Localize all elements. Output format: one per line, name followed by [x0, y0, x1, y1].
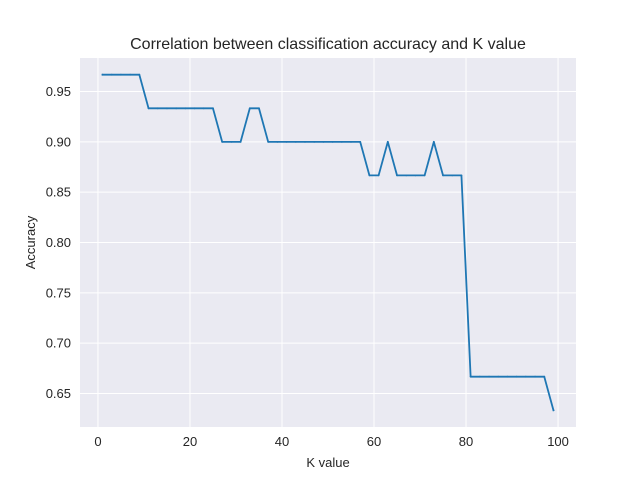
y-axis-label: Accuracy	[23, 215, 38, 269]
y-tick-label: 0.75	[46, 285, 71, 300]
data-point	[129, 73, 132, 76]
y-tick-label: 0.90	[46, 134, 71, 149]
x-tick-label: 40	[275, 434, 289, 449]
data-point	[469, 375, 472, 378]
data-point	[193, 107, 196, 110]
data-point	[478, 375, 481, 378]
x-tick-labels: 0 20 40 60 80 100	[94, 434, 569, 449]
data-point	[423, 174, 426, 177]
data-point	[184, 107, 187, 110]
data-point	[166, 107, 168, 110]
chart-title: Correlation between classification accur…	[130, 36, 526, 53]
data-point	[340, 140, 343, 143]
y-grid-lines	[80, 91, 576, 394]
data-point	[147, 107, 150, 110]
data-point	[294, 140, 297, 143]
data-point	[386, 140, 389, 143]
data-point	[460, 174, 463, 177]
accuracy-series-line	[101, 73, 555, 412]
x-tick-label: 60	[367, 434, 381, 449]
x-tick-label: 20	[183, 434, 197, 449]
data-point	[248, 107, 251, 110]
data-point	[359, 140, 362, 143]
y-tick-labels: 0.65 0.70 0.75 0.80 0.85 0.90 0.95	[46, 84, 71, 401]
data-point	[101, 73, 104, 76]
data-point	[313, 140, 316, 143]
data-point	[276, 140, 279, 143]
x-tick-label: 80	[459, 434, 473, 449]
y-tick-label: 0.80	[46, 235, 71, 250]
data-point	[488, 375, 490, 378]
data-point	[331, 140, 334, 143]
y-tick-label: 0.85	[46, 185, 71, 200]
data-point	[230, 140, 233, 143]
x-axis-label: K value	[306, 455, 349, 470]
data-point	[414, 174, 417, 177]
data-point	[221, 140, 224, 143]
data-point	[497, 375, 500, 378]
y-tick-label: 0.65	[46, 386, 71, 401]
x-tick-label: 100	[547, 434, 569, 449]
data-point	[304, 140, 306, 143]
data-point	[350, 140, 352, 143]
data-point	[368, 174, 371, 177]
data-point	[524, 375, 527, 378]
data-point	[432, 140, 435, 143]
data-point	[239, 140, 242, 143]
data-point	[506, 375, 509, 378]
data-point	[110, 73, 113, 76]
x-tick-label: 0	[94, 434, 101, 449]
data-point	[442, 174, 444, 177]
data-point	[156, 107, 159, 110]
series-layer	[101, 73, 555, 412]
data-point	[552, 409, 555, 412]
data-point	[202, 107, 205, 110]
data-point	[515, 375, 518, 378]
data-point	[543, 375, 546, 378]
data-point	[377, 174, 380, 177]
data-point	[212, 107, 214, 110]
y-tick-label: 0.70	[46, 336, 71, 351]
data-point	[396, 174, 398, 177]
data-point	[175, 107, 178, 110]
data-point	[285, 140, 288, 143]
data-point	[405, 174, 408, 177]
data-point	[451, 174, 454, 177]
data-point	[120, 73, 122, 76]
data-point	[534, 375, 536, 378]
y-tick-label: 0.95	[46, 84, 71, 99]
data-point	[258, 107, 260, 110]
data-point	[138, 73, 141, 76]
data-point	[322, 140, 325, 143]
data-point	[267, 140, 270, 143]
